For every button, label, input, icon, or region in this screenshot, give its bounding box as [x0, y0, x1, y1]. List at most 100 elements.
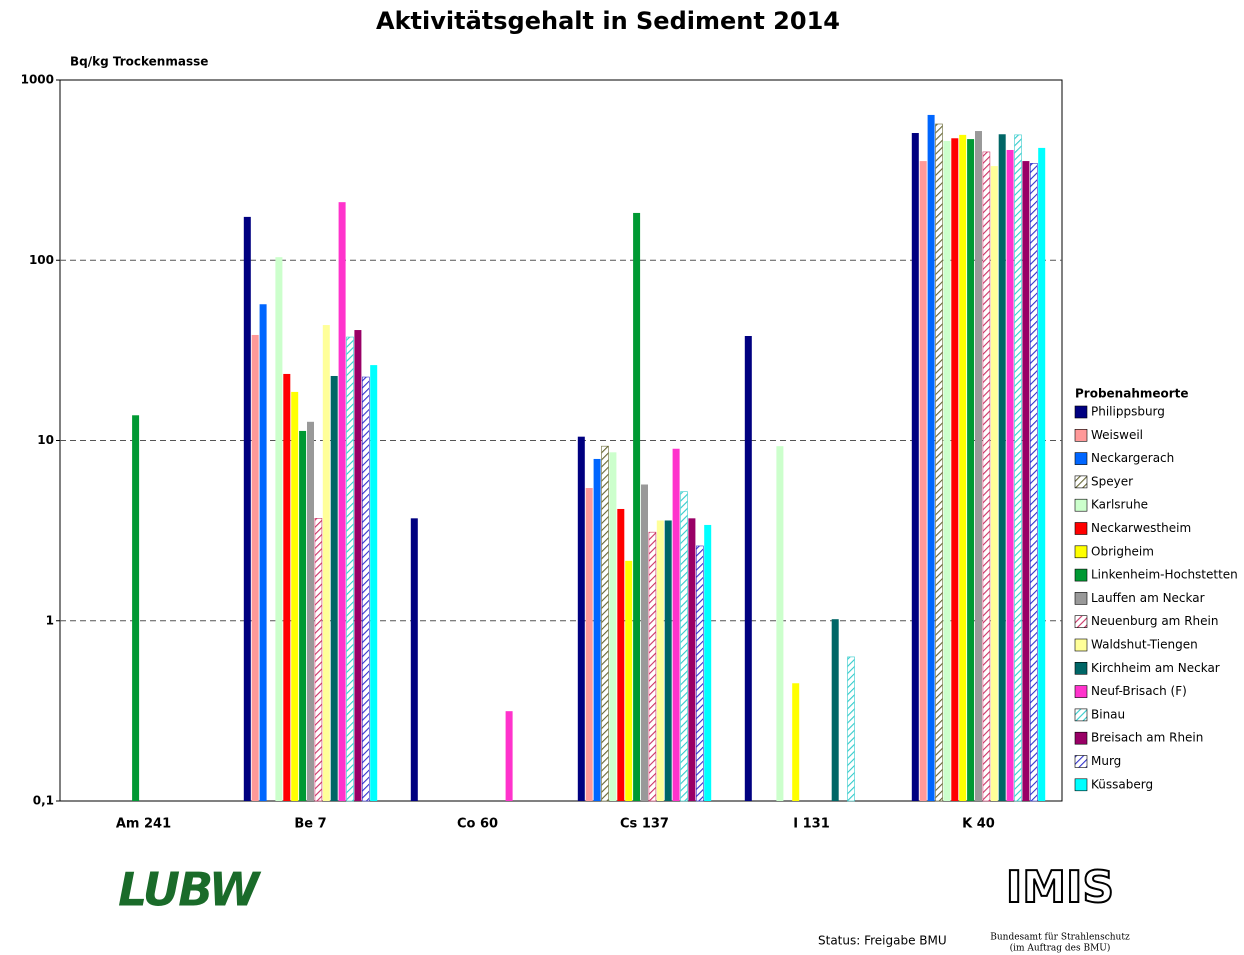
legend-label: Weisweil [1091, 428, 1143, 442]
legend-label: Waldshut-Tiengen [1091, 638, 1198, 652]
legend-label: Linkenheim-Hochstetten [1091, 568, 1238, 582]
bar [601, 445, 609, 802]
bar [577, 436, 585, 801]
legend-swatch [1074, 428, 1088, 442]
legend-swatch [1074, 592, 1088, 605]
legend-swatch [1074, 405, 1088, 419]
bar [314, 518, 323, 802]
bar [275, 257, 283, 801]
bar [370, 365, 378, 801]
legend-label: Binau [1091, 707, 1125, 721]
bar [1006, 149, 1014, 801]
bar [688, 518, 696, 801]
x-tick-label: Cs 137 [620, 817, 669, 832]
legend-swatch [1074, 545, 1088, 559]
bar [927, 114, 935, 802]
bar [831, 619, 839, 801]
bar [704, 524, 712, 801]
x-tick-label: Be 7 [294, 817, 326, 832]
bar [1014, 134, 1022, 802]
bar [346, 336, 354, 802]
chart-title: Aktivitätsgehalt in Sediment 2014 [376, 7, 840, 35]
bar [251, 334, 259, 801]
bar [505, 711, 513, 801]
legend-label: Murg [1091, 754, 1121, 768]
bar [744, 335, 752, 801]
bar [672, 448, 680, 801]
legend-label: Obrigheim [1091, 544, 1154, 558]
x-tick-label: Am 241 [116, 817, 171, 832]
bar [633, 212, 641, 802]
legend-swatch [1074, 498, 1088, 512]
bar [1038, 147, 1046, 802]
legend-label: Neckarwestheim [1091, 521, 1191, 535]
legend-label: Karlsruhe [1091, 498, 1148, 512]
bar [617, 508, 625, 801]
legend-label: Kirchheim am Neckar [1091, 661, 1220, 675]
y-tick-label: 100 [29, 253, 54, 267]
legend-label: Neuenburg am Rhein [1091, 614, 1218, 628]
legend-swatch [1074, 568, 1088, 582]
y-tick-label: 10 [37, 433, 54, 447]
legend-label: Küssaberg [1091, 777, 1153, 791]
legend-swatch [1074, 615, 1088, 629]
y-tick-label: 1 [46, 613, 54, 627]
bar [641, 484, 648, 801]
bar [847, 656, 855, 802]
legend-label: Speyer [1091, 474, 1133, 488]
bar [656, 520, 664, 801]
bar [648, 531, 657, 802]
bar [330, 375, 338, 801]
legend-swatch [1074, 522, 1088, 535]
bar [990, 166, 998, 802]
bar [299, 430, 307, 801]
y-tick-label: 0,1 [33, 794, 54, 808]
bar [943, 140, 951, 802]
legend-swatch [1074, 731, 1088, 745]
bar [998, 134, 1006, 802]
bar [967, 139, 975, 801]
bar [625, 560, 633, 801]
status: Status: Freigabe BMU [818, 934, 947, 948]
bar [283, 373, 291, 801]
bar [680, 491, 688, 802]
bar [792, 683, 800, 801]
legend-label: Philippsburg [1091, 405, 1165, 419]
x-tick-label: K 40 [962, 817, 995, 832]
legend-swatch [1074, 475, 1088, 489]
bar [959, 134, 967, 802]
legend-swatch [1074, 638, 1088, 652]
legend-swatch [1074, 452, 1088, 465]
agency-note: (im Auftrag des BMU) [1010, 943, 1111, 954]
logo-lubw: LUBW [118, 863, 262, 917]
legend-swatch [1074, 661, 1088, 675]
bar [911, 133, 919, 801]
legend-swatch [1074, 708, 1088, 722]
bar [919, 161, 927, 801]
legend-swatch [1074, 755, 1088, 768]
legend-swatch [1074, 778, 1088, 792]
y-tick-label: 1000 [21, 73, 54, 87]
bar [609, 452, 617, 801]
bar [243, 216, 251, 801]
legend-label: Neuf-Brisach (F) [1091, 684, 1187, 698]
bar [776, 446, 784, 801]
legend-swatch [1074, 685, 1088, 698]
bar [354, 330, 362, 801]
bar [410, 518, 418, 801]
bar [307, 421, 314, 801]
bar [935, 123, 943, 802]
bar [951, 138, 959, 801]
bar [664, 520, 672, 801]
bar [1022, 161, 1030, 801]
legend-label: Lauffen am Neckar [1091, 591, 1205, 605]
legend-label: Neckargerach [1091, 451, 1174, 465]
bar [361, 376, 370, 802]
agency: Bundesamt für Strahlenschutz [990, 933, 1130, 943]
x-tick-label: Co 60 [457, 817, 498, 832]
bar [585, 488, 593, 801]
bar [975, 131, 982, 802]
bar [291, 391, 299, 801]
bar [982, 151, 991, 802]
